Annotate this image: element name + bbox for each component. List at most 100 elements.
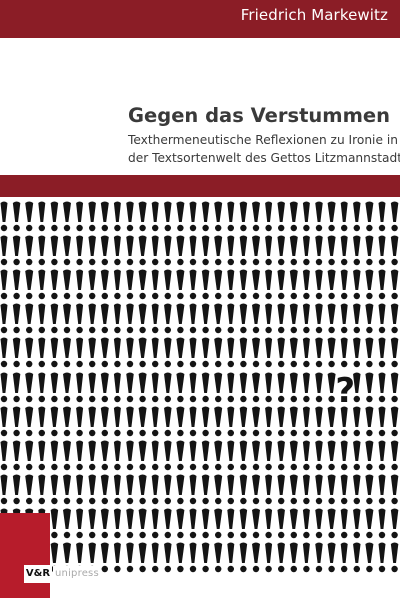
author-name: Friedrich Markewitz (240, 6, 388, 24)
exclamation-pattern: ? (0, 197, 400, 598)
exclamation-glyph (88, 269, 96, 300)
exclamation-glyph (63, 269, 71, 300)
exclamation-glyph (302, 508, 310, 539)
exclamation-glyph (327, 440, 336, 471)
pattern-row (0, 269, 399, 300)
exclamation-glyph (378, 303, 386, 334)
exclamation-glyph (227, 303, 235, 334)
exclamation-glyph (88, 235, 96, 266)
exclamation-glyph (227, 269, 235, 300)
exclamation-glyph (201, 372, 210, 403)
exclamation-glyph (126, 474, 134, 505)
exclamation-glyph (88, 201, 96, 232)
subtitle-line-1: Texthermeneutische Reflexionen zu Ironie… (128, 133, 398, 147)
exclamation-glyph (189, 542, 197, 573)
exclamation-glyph (126, 337, 134, 368)
exclamation-glyph (126, 235, 134, 266)
exclamation-glyph (302, 235, 310, 266)
exclamation-glyph (289, 406, 298, 437)
exclamation-glyph (390, 508, 399, 539)
exclamation-glyph (100, 406, 109, 437)
exclamation-glyph (113, 542, 121, 573)
exclamation-glyph (265, 303, 273, 334)
exclamation-glyph (76, 440, 84, 471)
exclamation-glyph (353, 440, 361, 471)
exclamation-glyph (201, 474, 210, 505)
exclamation-glyph (340, 406, 348, 437)
exclamation-glyph (138, 372, 147, 403)
exclamation-glyph (63, 372, 71, 403)
exclamation-glyph (126, 440, 134, 471)
exclamation-glyph (378, 337, 386, 368)
pattern-row (0, 406, 399, 437)
question-mark-glyph: ? (335, 371, 355, 411)
exclamation-glyph (327, 406, 336, 437)
exclamation-glyph (63, 474, 71, 505)
exclamation-glyph (76, 235, 84, 266)
pattern-row (0, 337, 399, 368)
exclamation-glyph (340, 474, 348, 505)
exclamation-glyph (100, 542, 109, 573)
exclamation-glyph (126, 201, 134, 232)
exclamation-glyph (12, 474, 21, 505)
exclamation-glyph (378, 406, 386, 437)
exclamation-glyph (390, 372, 399, 403)
exclamation-glyph (302, 440, 310, 471)
exclamation-glyph (38, 337, 46, 368)
exclamation-glyph (100, 269, 109, 300)
exclamation-glyph (378, 269, 386, 300)
exclamation-glyph (25, 269, 34, 300)
exclamation-glyph (214, 474, 223, 505)
exclamation-glyph (252, 508, 260, 539)
exclamation-glyph (76, 508, 84, 539)
exclamation-glyph (265, 474, 273, 505)
exclamation-glyph (151, 440, 159, 471)
exclamation-glyph (340, 542, 348, 573)
exclamation-glyph (0, 201, 8, 232)
exclamation-glyph (164, 201, 172, 232)
exclamation-glyph (214, 372, 223, 403)
exclamation-glyph (315, 235, 323, 266)
exclamation-glyph (302, 474, 310, 505)
exclamation-glyph (201, 337, 210, 368)
exclamation-glyph (327, 542, 336, 573)
exclamation-glyph (265, 406, 273, 437)
exclamation-glyph (390, 440, 399, 471)
exclamation-glyph (50, 303, 59, 334)
exclamation-glyph (50, 474, 59, 505)
pattern-row (0, 235, 399, 266)
exclamation-glyph (138, 201, 147, 232)
exclamation-glyph (227, 372, 235, 403)
exclamation-glyph (214, 303, 223, 334)
exclamation-glyph (38, 235, 46, 266)
exclamation-glyph (252, 406, 260, 437)
exclamation-glyph (0, 406, 8, 437)
exclamation-glyph (265, 235, 273, 266)
exclamation-glyph (76, 303, 84, 334)
exclamation-glyph (277, 337, 285, 368)
exclamation-glyph (378, 542, 386, 573)
exclamation-glyph (315, 372, 323, 403)
exclamation-glyph (126, 269, 134, 300)
exclamation-glyph (126, 542, 134, 573)
exclamation-glyph (327, 474, 336, 505)
exclamation-glyph (189, 269, 197, 300)
exclamation-glyph (151, 406, 159, 437)
exclamation-glyph (289, 542, 298, 573)
exclamation-glyph (126, 406, 134, 437)
exclamation-glyph (340, 508, 348, 539)
exclamation-glyph (265, 372, 273, 403)
exclamation-glyph (201, 440, 210, 471)
exclamation-glyph (100, 474, 109, 505)
exclamation-glyph (164, 235, 172, 266)
exclamation-glyph (265, 508, 273, 539)
exclamation-glyph (315, 269, 323, 300)
exclamation-glyph (214, 508, 223, 539)
exclamation-glyph (214, 235, 223, 266)
exclamation-glyph (100, 201, 109, 232)
exclamation-glyph (340, 440, 348, 471)
exclamation-glyph (88, 372, 96, 403)
exclamation-glyph (265, 337, 273, 368)
exclamation-glyph (340, 337, 348, 368)
exclamation-glyph (12, 269, 21, 300)
